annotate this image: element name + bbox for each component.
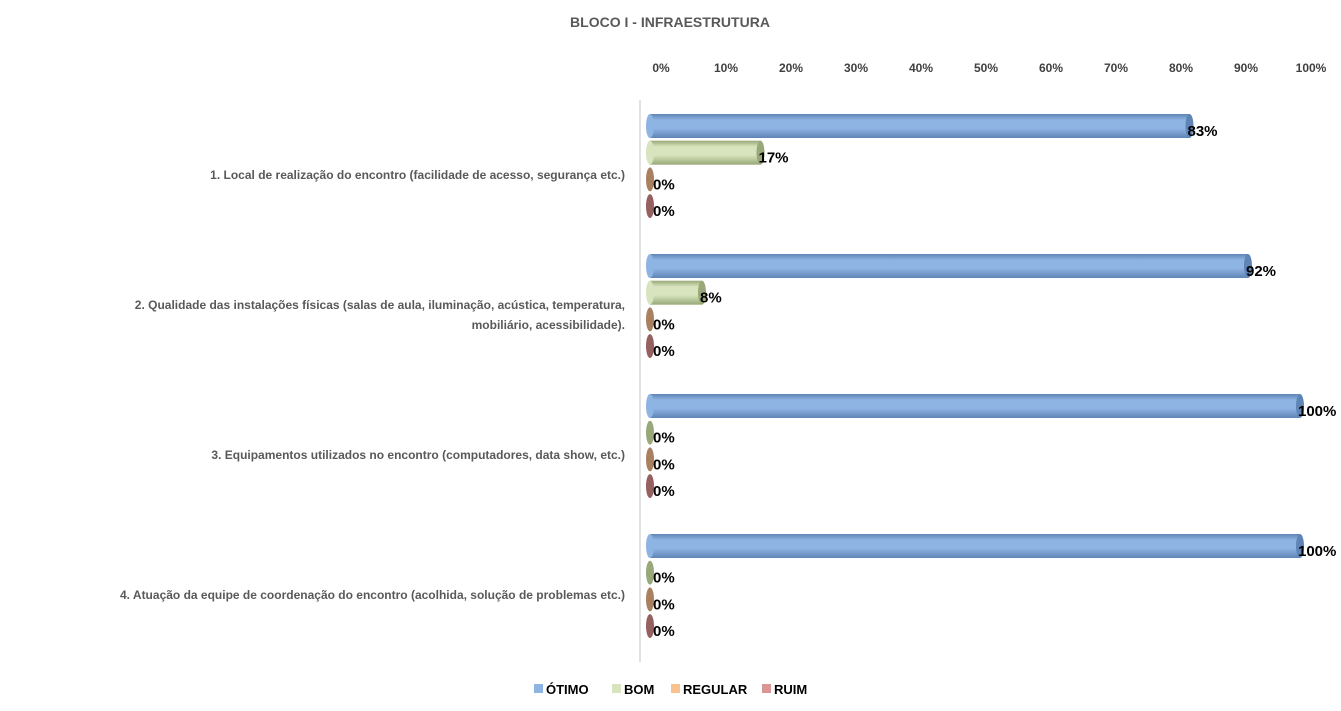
bar-cap-end	[646, 420, 654, 445]
bar-cap-end	[646, 194, 654, 219]
data-label: 0%	[653, 316, 675, 333]
bar-regular: 0%	[646, 307, 675, 333]
bar-cap-end	[1185, 114, 1194, 138]
bar-cap-start	[646, 280, 654, 305]
data-label: 0%	[653, 596, 675, 613]
x-tick-label: 80%	[1169, 61, 1193, 75]
bar-cap-start	[646, 140, 654, 165]
x-tick-label: 40%	[909, 61, 933, 75]
x-tick-label: 10%	[714, 61, 738, 75]
data-label: 0%	[653, 176, 675, 193]
bar-regular: 0%	[646, 447, 675, 473]
bar-bom: 8%	[646, 280, 722, 307]
bar-cap-end	[1244, 254, 1252, 278]
data-label: 0%	[653, 623, 675, 640]
bar-ruim: 0%	[646, 614, 675, 640]
bar-ótimo: 83%	[646, 114, 1218, 140]
legend-marker-ruim	[762, 684, 771, 693]
legend-label: RUIM	[774, 682, 807, 697]
bar-cap-end	[646, 587, 654, 612]
data-label: 0%	[653, 456, 675, 473]
bar-cap-end	[646, 474, 654, 499]
legend-marker-ótimo	[534, 684, 543, 693]
data-label: 0%	[653, 343, 675, 360]
x-tick-label: 50%	[974, 61, 998, 75]
x-tick-label: 70%	[1104, 61, 1128, 75]
data-label: 83%	[1188, 123, 1218, 140]
bar-cap-end	[646, 307, 654, 332]
bar-ruim: 0%	[646, 334, 675, 360]
bar-body	[650, 114, 1190, 138]
bar-cap-end	[646, 614, 654, 639]
bar-body	[650, 254, 1248, 278]
bar-bom: 0%	[646, 560, 675, 587]
legend-marker-bom	[612, 684, 621, 693]
bar-body	[650, 280, 702, 305]
bar-cap-start	[646, 114, 654, 138]
bar-cap-end	[646, 560, 654, 585]
category-label: 4. Atuação da equipe de coordenação do e…	[120, 588, 625, 602]
legend-label: REGULAR	[683, 682, 748, 697]
x-tick-label: 0%	[652, 61, 670, 75]
x-tick-label: 90%	[1234, 61, 1258, 75]
legend-label: ÓTIMO	[546, 682, 589, 697]
bar-bom: 0%	[646, 420, 675, 447]
data-label: 100%	[1298, 403, 1336, 420]
bar-cap-end	[1296, 394, 1304, 418]
legend-marker-regular	[671, 684, 680, 693]
bar-ruim: 0%	[646, 194, 675, 220]
data-label: 92%	[1246, 263, 1276, 280]
bar-cap-end	[646, 447, 654, 472]
bar-cap-start	[646, 394, 654, 418]
bar-regular: 0%	[646, 587, 675, 613]
bar-cap-end	[1296, 534, 1304, 558]
bar-cap-end	[646, 334, 654, 359]
bar-ótimo: 100%	[646, 394, 1336, 420]
category-label: 3. Equipamentos utilizados no encontro (…	[211, 448, 625, 462]
bar-ótimo: 92%	[646, 254, 1276, 280]
bar-regular: 0%	[646, 167, 675, 193]
bar-cap-end	[646, 167, 654, 192]
bar-cap-end	[698, 280, 706, 305]
category-label: mobiliário, acessibilidade).	[472, 318, 625, 332]
bar-cap-start	[646, 534, 654, 558]
bar-body	[650, 534, 1300, 558]
data-label: 0%	[653, 203, 675, 220]
x-tick-label: 60%	[1039, 61, 1063, 75]
data-label: 100%	[1298, 543, 1336, 560]
bar-cap-end	[756, 140, 765, 165]
data-label: 0%	[653, 430, 675, 447]
data-label: 8%	[700, 290, 722, 307]
category-label: 2. Qualidade das instalações físicas (sa…	[135, 298, 625, 312]
bar-cap-start	[646, 254, 654, 278]
legend-label: BOM	[624, 682, 654, 697]
bar-body	[650, 140, 761, 165]
bar-ruim: 0%	[646, 474, 675, 500]
data-label: 0%	[653, 483, 675, 500]
data-label: 17%	[759, 150, 789, 167]
x-tick-label: 30%	[844, 61, 868, 75]
data-label: 0%	[653, 570, 675, 587]
x-tick-label: 20%	[779, 61, 803, 75]
chart-title: BLOCO I - INFRAESTRUTURA	[570, 14, 770, 30]
bar-bom: 17%	[646, 140, 789, 167]
bar-ótimo: 100%	[646, 534, 1336, 560]
bar-body	[650, 394, 1300, 418]
category-label: 1. Local de realização do encontro (faci…	[210, 168, 625, 182]
x-tick-label: 100%	[1296, 61, 1327, 75]
